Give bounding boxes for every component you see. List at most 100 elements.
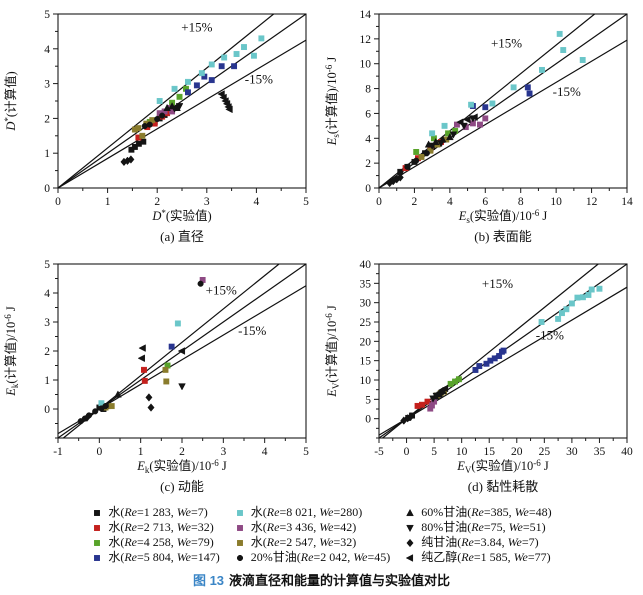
square-marker-icon bbox=[91, 537, 103, 549]
legend-label: 水(Re=1 283, We=7) bbox=[108, 505, 208, 519]
svg-text:3: 3 bbox=[204, 196, 210, 208]
caption-tag: 图 13 bbox=[192, 573, 225, 588]
svg-text:3: 3 bbox=[44, 317, 50, 329]
axes: 0 2 4 6 8 10 12 14 0 2 4 6 8 10 12 14 bbox=[360, 9, 634, 208]
svg-text:0: 0 bbox=[365, 183, 371, 195]
legend-item-eth: 纯乙醇(Re=1 585, We=77) bbox=[404, 550, 551, 565]
svg-text:0: 0 bbox=[44, 404, 50, 416]
legend-item-w3: 水(Re=4 258, We=79) bbox=[91, 535, 219, 550]
subplot-b: 0 2 4 6 8 10 12 14 0 2 4 6 8 10 12 14 +15% -15% Es(实验值)/10… bbox=[321, 2, 642, 252]
series-eth bbox=[438, 384, 449, 394]
subplot-b-chart: 0 2 4 6 8 10 12 14 0 2 4 6 8 10 12 14 +15% -15% Es(实验值)/10… bbox=[324, 9, 634, 244]
svg-text:10: 10 bbox=[550, 196, 562, 208]
svg-text:35: 35 bbox=[594, 446, 606, 458]
diamond-marker-icon bbox=[404, 537, 416, 549]
svg-text:5: 5 bbox=[303, 196, 309, 208]
legend-column-1: 水(Re=1 283, We=7) 水(Re=2 713, We=32) 水(Re=… bbox=[91, 505, 220, 565]
x-axis-label: Ek(实验值)/10-6 J bbox=[136, 458, 227, 475]
svg-text:12: 12 bbox=[360, 34, 372, 46]
series-w5 bbox=[538, 285, 603, 325]
square-marker-icon bbox=[91, 552, 103, 564]
ref-line-label: +15% bbox=[491, 36, 522, 51]
ref-line-label: +15% bbox=[206, 282, 237, 297]
square-marker-icon bbox=[234, 522, 246, 534]
series-gp bbox=[386, 173, 404, 188]
legend-label: 纯甘油(Re=3.84, We=7) bbox=[421, 535, 539, 549]
legend-label: 水(Re=2 547, We=32) bbox=[250, 535, 357, 549]
ref-line-label: -15% bbox=[553, 84, 581, 99]
x-axis-label: EV(实验值)/10-6 J bbox=[456, 458, 549, 475]
svg-text:25: 25 bbox=[539, 446, 551, 458]
series-eth bbox=[217, 90, 233, 114]
svg-text:1: 1 bbox=[105, 196, 111, 208]
svg-text:3: 3 bbox=[220, 446, 226, 458]
svg-text:40: 40 bbox=[621, 446, 633, 458]
svg-text:1: 1 bbox=[44, 375, 50, 387]
svg-text:-5: -5 bbox=[374, 446, 384, 458]
series-w2 bbox=[414, 398, 431, 409]
svg-text:5: 5 bbox=[303, 446, 309, 458]
reference-lines: +15% -15% bbox=[57, 13, 307, 189]
svg-text:4: 4 bbox=[447, 196, 453, 208]
legend-label: 水(Re=8 021, We=280) bbox=[250, 505, 363, 519]
svg-text:2: 2 bbox=[44, 113, 50, 125]
legend-item-g60: 60%甘油(Re=385, We=48) bbox=[404, 505, 552, 520]
series-g80 bbox=[178, 383, 186, 391]
subplot-title: (d) 黏性耗散 bbox=[468, 479, 538, 494]
square-marker-icon bbox=[91, 507, 103, 519]
svg-text:2: 2 bbox=[179, 446, 185, 458]
svg-text:4: 4 bbox=[44, 44, 50, 56]
svg-text:10: 10 bbox=[360, 59, 372, 71]
svg-text:8: 8 bbox=[518, 196, 524, 208]
series-gp bbox=[400, 412, 415, 425]
series-w6 bbox=[427, 398, 438, 412]
svg-text:30: 30 bbox=[566, 446, 578, 458]
series-eth bbox=[456, 113, 478, 126]
legend-item-w4: 水(Re=5 804, We=147) bbox=[91, 550, 220, 565]
svg-text:35: 35 bbox=[360, 278, 372, 290]
legend-item-w2: 水(Re=2 713, We=32) bbox=[91, 520, 219, 535]
x-axis-label: Es(实验值)/10-6 J bbox=[458, 208, 548, 225]
series-g20 bbox=[404, 150, 430, 170]
series-w5 bbox=[429, 30, 586, 137]
svg-text:4: 4 bbox=[262, 446, 268, 458]
svg-text:2: 2 bbox=[412, 196, 418, 208]
svg-text:5: 5 bbox=[44, 259, 50, 271]
svg-text:6: 6 bbox=[482, 196, 488, 208]
subplot-c: -1 0 1 2 3 4 5 0 1 2 3 4 5 +15% -15% Ek(实验值)/10-6 J Ek(计… bbox=[0, 252, 321, 502]
axes: -5 0 5 10 15 20 25 30 35 40 0 5 10 15 20 25 30 35 40 bbox=[360, 259, 634, 458]
svg-text:0: 0 bbox=[404, 446, 410, 458]
svg-text:10: 10 bbox=[456, 446, 468, 458]
svg-text:12: 12 bbox=[586, 196, 598, 208]
svg-text:5: 5 bbox=[365, 394, 371, 406]
svg-text:20: 20 bbox=[511, 446, 523, 458]
y-axis-label: Es(计算值)/10-6 J bbox=[324, 57, 341, 147]
legend-item-g20: 20%甘油(Re=2 042, We=45) bbox=[234, 550, 390, 565]
series-g80 bbox=[428, 115, 477, 150]
ref-line-label: -15% bbox=[536, 327, 564, 342]
legend-item-w5: 水(Re=8 021, We=280) bbox=[234, 505, 390, 520]
svg-text:15: 15 bbox=[483, 446, 495, 458]
legend-label: 水(Re=3 436, We=42) bbox=[250, 520, 357, 534]
x-axis-label: D*(实验值) bbox=[151, 208, 211, 223]
svg-text:2: 2 bbox=[365, 158, 371, 170]
legend-label: 60%甘油(Re=385, We=48) bbox=[421, 505, 552, 519]
svg-text:0: 0 bbox=[44, 183, 50, 195]
svg-text:4: 4 bbox=[254, 196, 260, 208]
svg-text:5: 5 bbox=[431, 446, 437, 458]
series-w4 bbox=[472, 347, 507, 373]
legend-column-2: 水(Re=8 021, We=280) 水(Re=3 436, We=42) 水(R… bbox=[234, 505, 390, 565]
subplot-title: (c) 动能 bbox=[160, 479, 204, 494]
series-w5 bbox=[156, 35, 265, 104]
subplot-d: -5 0 5 10 15 20 25 30 35 40 0 5 10 15 20 25 30 35 40 +15% -1… bbox=[321, 252, 642, 502]
svg-text:0: 0 bbox=[55, 196, 61, 208]
y-axis-label: Ek(计算值)/10-6 J bbox=[3, 306, 20, 397]
svg-text:25: 25 bbox=[360, 317, 372, 329]
legend-label: 纯乙醇(Re=1 585, We=77) bbox=[421, 550, 551, 564]
series-gp bbox=[120, 155, 135, 167]
svg-text:5: 5 bbox=[44, 9, 50, 21]
svg-text:4: 4 bbox=[44, 288, 50, 300]
square-marker-icon bbox=[234, 507, 246, 519]
svg-text:0: 0 bbox=[96, 446, 102, 458]
series-g80 bbox=[429, 392, 441, 403]
